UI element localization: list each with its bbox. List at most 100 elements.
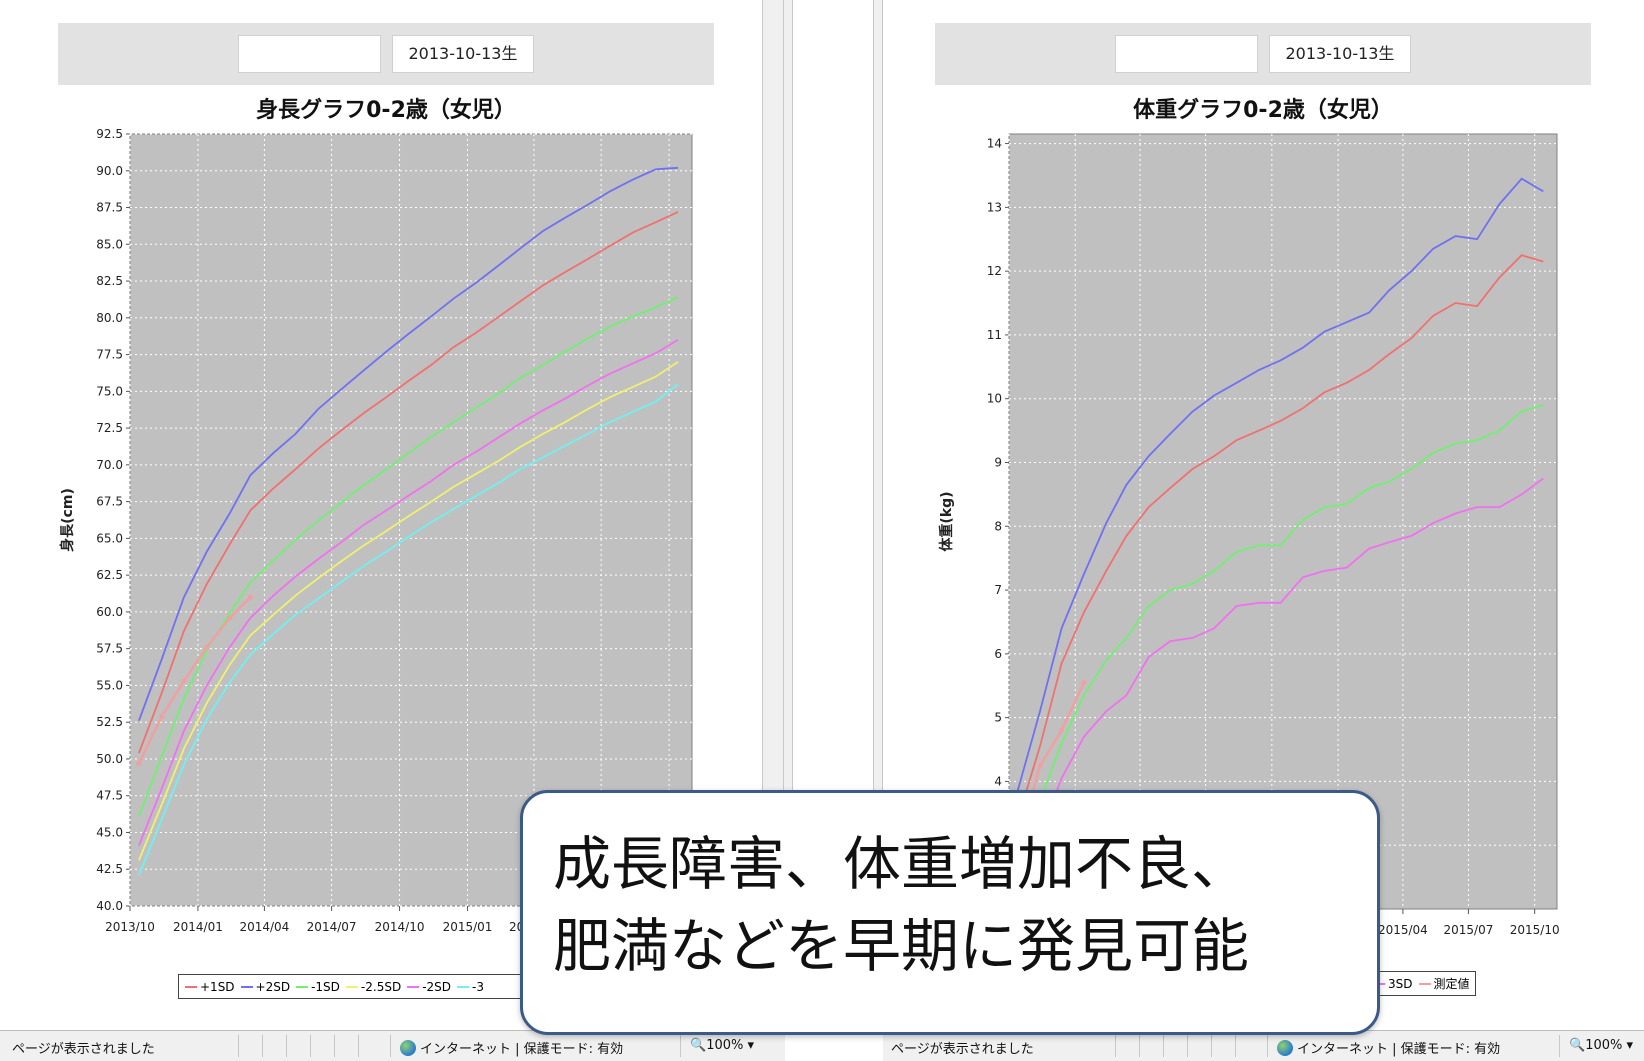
y-tick-label: 7 (994, 583, 1002, 597)
y-tick-label: 60.0 (96, 605, 123, 619)
series-line-+1SD (138, 211, 679, 754)
y-tick-label: 13 (987, 200, 1002, 214)
series-line--2SD (1016, 477, 1544, 888)
legend-label: +1SD (200, 979, 235, 994)
series-line-測定値 (137, 596, 252, 764)
x-tick-label: 2014/07 (307, 920, 357, 934)
series-line--1SD (138, 296, 679, 817)
data-point (136, 760, 142, 766)
zoom-label: 100% (1585, 1038, 1623, 1053)
legend-label: +2SD (255, 979, 291, 994)
series-line--2.5SD (138, 361, 679, 861)
y-tick-label: 57.5 (96, 642, 123, 656)
y-tick-label: 5 (994, 711, 1002, 725)
y-tick-label: 40.0 (96, 899, 123, 913)
data-point (159, 713, 165, 719)
y-tick-label: 85.0 (96, 237, 123, 251)
legend-swatch (1418, 982, 1431, 985)
legend-label: -2SD (422, 979, 452, 994)
legend-entry: -3 (457, 980, 484, 994)
data-point (1037, 762, 1043, 768)
y-tick-label: 62.5 (96, 568, 123, 582)
y-tick-label: 70.0 (96, 458, 123, 472)
zoom-control[interactable]: 🔍100% ▾ (690, 1038, 755, 1053)
security-zone: インターネット | 保護モード: 有効 (400, 1038, 623, 1057)
callout-line-2: 肥満などを早期に発見可能 (553, 912, 1250, 980)
x-tick-label: 2014/01 (173, 920, 223, 934)
data-point (1081, 680, 1087, 686)
data-point (1059, 727, 1065, 733)
y-tick-label: 55.0 (96, 678, 123, 692)
y-tick-label: 75.0 (96, 384, 123, 398)
y-tick-label: 9 (994, 455, 1002, 469)
window-border (783, 0, 793, 1030)
status-bar: ページが表示されました インターネット | 保護モード: 有効 🔍100% ▾ (883, 1030, 1644, 1061)
window-border (873, 0, 883, 1030)
security-zone: インターネット | 保護モード: 有効 (1277, 1038, 1500, 1057)
header-band (935, 23, 1591, 85)
name-box (238, 35, 381, 73)
status-text: ページが表示されました (891, 1042, 1034, 1057)
y-tick-label: 87.5 (96, 201, 123, 215)
chart-legend: 3SD 測定値 (1366, 971, 1476, 996)
y-tick-label: 50.0 (96, 752, 123, 766)
zoom-icon: 🔍 (690, 1038, 707, 1053)
data-point (204, 644, 210, 650)
y-tick-label: 72.5 (96, 421, 123, 435)
status-bar: ページが表示されました インターネット | 保護モード: 有効 🔍100% ▾ (0, 1030, 785, 1061)
y-tick-label: 42.5 (96, 862, 123, 876)
series-line--2SD (138, 339, 679, 847)
legend-entry: +2SD (240, 979, 291, 994)
y-tick-label: 92.5 (96, 127, 123, 141)
zoom-icon: 🔍 (1569, 1038, 1586, 1053)
legend-swatch (240, 985, 253, 988)
legend-entry: -2.5SD (345, 980, 401, 994)
x-tick-label: 2014/04 (239, 920, 289, 934)
x-tick-label: 2015/10 (1510, 923, 1560, 937)
header-band (58, 23, 714, 85)
y-tick-label: 4 (994, 774, 1002, 788)
zoom-control[interactable]: 🔍100% ▾ (1569, 1038, 1634, 1053)
y-tick-label: 47.5 (96, 789, 123, 803)
status-text: ページが表示されました (12, 1042, 155, 1057)
x-tick-label: 2013/10 (105, 920, 155, 934)
height-chart: 40.0 42.5 45.0 47.5 50.0 52.5 55.0 57.5 60.0 62.5… (59, 127, 694, 934)
globe-icon (400, 1040, 416, 1056)
zone-label: インターネット | 保護モード: 有効 (1297, 1042, 1501, 1057)
name-box (1115, 35, 1258, 73)
zone-label: インターネット | 保護モード: 有効 (420, 1042, 624, 1057)
plot-area (129, 133, 693, 907)
data-point (247, 594, 253, 600)
legend-label: -3 (472, 979, 484, 994)
y-tick-label: 14 (987, 137, 1002, 151)
chart-title: 身長グラフ0-2歳（女児） (256, 98, 516, 123)
y-tick-label: 90.0 (96, 164, 123, 178)
x-tick-label: 2015/04 (1378, 923, 1428, 937)
legend-swatch (407, 985, 420, 988)
plot-area (1008, 133, 1558, 910)
series-line--3SD (138, 383, 679, 876)
callout-line-1: 成長障害、体重増加不良、 (553, 830, 1250, 898)
y-tick-label: 77.5 (96, 348, 123, 362)
y-axis-label: 体重(kg) (938, 491, 955, 551)
y-tick-label: 65.0 (96, 531, 123, 545)
legend-swatch (345, 985, 358, 988)
y-tick-label: 12 (987, 264, 1002, 278)
globe-icon (1277, 1040, 1293, 1056)
legend-label: -1SD (311, 979, 340, 994)
y-axis-label: 身長(cm) (59, 488, 76, 552)
series-line-+2SD (138, 166, 679, 722)
legend-swatch (457, 985, 470, 988)
series-line-+2SD (1016, 177, 1544, 792)
chart-title: 体重グラフ0-2歳（女児） (1133, 98, 1393, 123)
x-tick-label: 2014/10 (375, 920, 425, 934)
y-tick-label: 52.5 (96, 715, 123, 729)
legend-label: 測定値 (1433, 977, 1470, 991)
callout-box: 成長障害、体重増加不良、 肥満などを早期に発見可能 (520, 790, 1380, 1035)
birth-date-label: 2013-10-13生 (1269, 35, 1411, 73)
x-tick-label: 2015/01 (443, 920, 493, 934)
y-tick-label: 45.0 (96, 825, 123, 839)
legend-entry: 測定値 (1418, 975, 1470, 992)
data-point (227, 615, 233, 621)
legend-swatch (185, 985, 197, 988)
